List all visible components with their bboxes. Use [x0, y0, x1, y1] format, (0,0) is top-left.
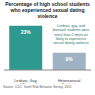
svg-text:9%: 9%	[66, 56, 74, 62]
html-text:Lesbian, gay, and bisexual stu: Lesbian, gay, and bisexual students were…	[52, 24, 90, 46]
svg-text:Lesbian, Gay,and BisexualStude: Lesbian, Gay,and BisexualStudents	[14, 79, 37, 84]
svg-text:23%: 23%	[21, 29, 32, 35]
html-text:Percentage of high school stud: Percentage of high school students who e…	[5, 1, 90, 19]
html-text:Source: CDC, Youth Risk Behavi: Source: CDC, Youth Risk Behavior Survey,…	[3, 85, 72, 89]
svg-text:HeterosexualStudents: HeterosexualStudents	[58, 79, 81, 84]
